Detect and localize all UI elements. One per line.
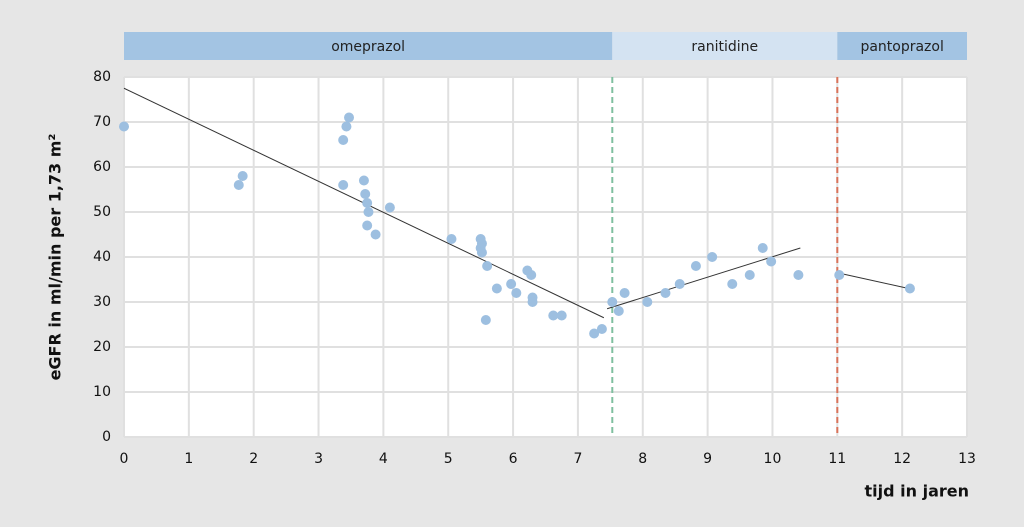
data-point (476, 247, 487, 258)
x-tick-label: 12 (893, 451, 911, 467)
x-axis-title: tijd in jaren (865, 482, 970, 501)
period-label: ranitidine (691, 39, 758, 55)
x-tick-label: 10 (764, 451, 782, 467)
data-point (233, 180, 244, 190)
data-point (757, 243, 768, 253)
x-tick-label: 9 (703, 451, 712, 467)
data-point (690, 261, 701, 271)
data-point (358, 175, 369, 186)
period-label: omeprazol (331, 39, 405, 55)
y-tick-label: 30 (93, 294, 111, 310)
period-band (124, 32, 613, 60)
data-point (237, 171, 248, 181)
y-tick-label: 50 (93, 204, 111, 220)
data-point (511, 288, 522, 298)
data-point (344, 112, 355, 123)
y-tick-label: 80 (93, 69, 111, 85)
x-tick-label: 5 (444, 451, 453, 467)
period-label: pantoprazol (860, 39, 943, 55)
data-point (362, 220, 373, 231)
trend-line (837, 272, 909, 289)
data-point (548, 310, 559, 321)
data-point (482, 261, 493, 271)
data-point (119, 121, 129, 132)
y-tick-label: 60 (93, 159, 111, 175)
data-point (363, 207, 374, 217)
y-tick-label: 20 (93, 339, 111, 355)
y-tick-label: 70 (93, 114, 111, 130)
data-point (766, 256, 777, 267)
data-point (596, 324, 607, 334)
data-point (619, 288, 630, 298)
data-point (727, 279, 738, 289)
data-point (744, 270, 755, 280)
y-tick-label: 40 (93, 249, 111, 265)
data-point (480, 315, 491, 325)
data-point (793, 270, 804, 280)
data-point (674, 279, 685, 289)
data-point (491, 283, 502, 294)
x-tick-label: 0 (120, 451, 129, 467)
x-tick-label: 13 (958, 451, 976, 467)
y-tick-label: 0 (102, 429, 111, 445)
data-point (642, 297, 653, 307)
x-tick-label: 7 (573, 451, 582, 467)
y-axis-title: eGFR in ml/min per 1,73 m² (46, 134, 65, 381)
data-point (834, 270, 845, 280)
data-point (589, 328, 600, 339)
period-band (837, 32, 967, 60)
x-tick-label: 8 (638, 451, 647, 467)
data-point (384, 202, 395, 213)
data-point (660, 288, 671, 298)
data-point (613, 306, 624, 316)
data-point (607, 297, 618, 307)
x-tick-label: 3 (314, 451, 323, 467)
data-point (526, 270, 537, 280)
x-tick-label: 11 (828, 451, 846, 467)
data-point (527, 297, 538, 307)
x-tick-label: 4 (379, 451, 388, 467)
x-tick-label: 1 (184, 451, 193, 467)
x-tick-label: 6 (509, 451, 518, 467)
data-point (707, 252, 718, 262)
data-point (360, 189, 371, 199)
x-tick-label: 2 (249, 451, 258, 467)
data-point (904, 283, 915, 294)
y-tick-label: 10 (93, 384, 111, 400)
data-point (506, 279, 517, 289)
period-band (612, 32, 838, 60)
data-point (341, 121, 352, 132)
data-point (556, 310, 567, 321)
data-point (446, 234, 457, 244)
data-point (338, 135, 349, 145)
data-point (338, 180, 349, 190)
data-point (370, 229, 381, 240)
data-point (362, 198, 373, 208)
